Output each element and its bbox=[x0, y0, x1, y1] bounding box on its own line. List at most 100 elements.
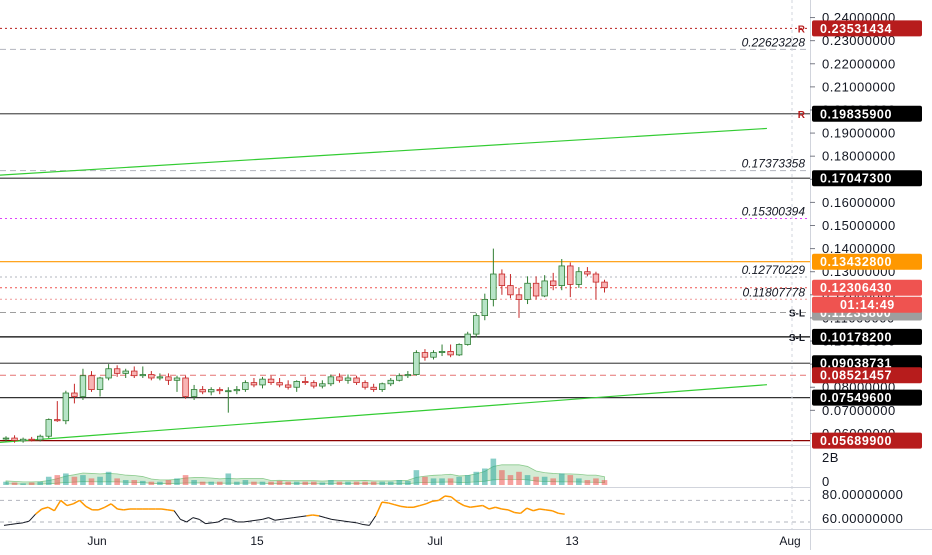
osc-segment bbox=[205, 522, 212, 525]
price-tick-label: 0.16000000 bbox=[822, 195, 896, 210]
price-tick-label: 0.23000000 bbox=[822, 33, 896, 48]
volume-panel: 2B 0 bbox=[3, 450, 839, 489]
candle-body bbox=[113, 368, 121, 374]
date-label: Jun bbox=[87, 534, 106, 548]
osc-segment bbox=[287, 517, 294, 519]
volume-bar bbox=[473, 471, 480, 485]
price-tag-label: 0.19835900 bbox=[820, 107, 892, 121]
price-tag bbox=[812, 253, 922, 270]
countdown-label: 01:14:49 bbox=[840, 298, 895, 312]
osc-segment bbox=[117, 508, 124, 511]
candle-body bbox=[62, 392, 70, 422]
candle-body bbox=[11, 437, 18, 441]
volume-bar bbox=[533, 476, 539, 485]
volume-bar bbox=[225, 473, 232, 485]
osc-segment bbox=[22, 520, 30, 524]
volume-bar bbox=[550, 478, 556, 485]
candle-body bbox=[344, 377, 352, 381]
osc-segment bbox=[381, 501, 389, 504]
candle-body bbox=[284, 384, 292, 388]
price-tick-label: 0.21000000 bbox=[822, 79, 896, 94]
candle-body bbox=[302, 381, 309, 384]
volume-bar bbox=[251, 481, 257, 485]
volume-bar bbox=[464, 475, 471, 485]
candle-body bbox=[54, 419, 61, 422]
osc-segment bbox=[368, 515, 377, 526]
osc-segment bbox=[526, 507, 534, 512]
osc-segment bbox=[47, 506, 55, 512]
trendline bbox=[0, 127, 767, 176]
osc-segment bbox=[211, 521, 219, 524]
candle-body bbox=[259, 378, 266, 386]
volume-bar bbox=[379, 481, 385, 485]
date-label: Aug bbox=[779, 534, 800, 548]
volume-bar bbox=[105, 471, 112, 485]
candle-body bbox=[19, 438, 27, 442]
volume-bar bbox=[601, 480, 608, 485]
volume-bar bbox=[165, 480, 172, 485]
osc-segment bbox=[356, 522, 364, 526]
volume-bar bbox=[319, 482, 326, 485]
osc-segment bbox=[186, 517, 194, 523]
volume-bar bbox=[447, 478, 454, 485]
volume-bar bbox=[276, 480, 283, 485]
candle-body bbox=[455, 344, 463, 356]
volume-bar bbox=[490, 458, 497, 485]
osc-segment bbox=[274, 518, 282, 521]
volume-bar bbox=[541, 476, 548, 485]
volume-bar bbox=[71, 476, 78, 485]
candle-body bbox=[45, 419, 52, 437]
osc-segment bbox=[539, 508, 546, 511]
candle-body bbox=[105, 368, 112, 379]
osc-segment bbox=[520, 507, 528, 514]
volume-bar bbox=[3, 481, 9, 485]
volume-bar bbox=[20, 483, 26, 485]
osc-segment bbox=[268, 517, 276, 521]
trendline bbox=[0, 384, 767, 443]
candle-body bbox=[319, 383, 326, 387]
volume-bar bbox=[353, 481, 360, 485]
osc-segment bbox=[66, 503, 74, 507]
osc-segment bbox=[98, 506, 106, 511]
candle-body bbox=[71, 392, 78, 397]
candle-body bbox=[165, 376, 172, 381]
candle-body bbox=[96, 377, 104, 390]
osc-segment bbox=[413, 504, 420, 508]
candle-body bbox=[413, 352, 420, 375]
osc-segment bbox=[28, 513, 36, 522]
volume-bar bbox=[387, 481, 394, 485]
volume-bar bbox=[37, 481, 43, 485]
price-tick-label: 0.07000000 bbox=[822, 403, 896, 418]
osc-segment bbox=[450, 496, 459, 503]
osc-segment bbox=[192, 517, 200, 520]
candle-body bbox=[421, 352, 429, 358]
date-axis[interactable]: Jun 15 Jul 13 Aug bbox=[87, 534, 800, 548]
candle-body bbox=[515, 294, 523, 300]
candle-body bbox=[190, 389, 198, 397]
volume-bar bbox=[328, 480, 334, 485]
osc-segment bbox=[10, 523, 17, 526]
candle-body bbox=[601, 281, 608, 289]
volume-bar bbox=[302, 481, 309, 485]
volume-ma-cloud bbox=[5, 464, 605, 485]
osc-segment bbox=[533, 508, 540, 512]
candle-body bbox=[131, 370, 138, 377]
price-tags-layer: 0.23531434 0.19835900 0.17047300 0.13432800… bbox=[812, 20, 922, 449]
candle-body bbox=[404, 374, 412, 377]
candle-body bbox=[430, 352, 437, 358]
volume-bar bbox=[422, 476, 428, 485]
candle-body bbox=[225, 390, 232, 393]
osc-segment bbox=[388, 502, 395, 506]
candle-body bbox=[310, 382, 317, 387]
volume-axis-label: 2B bbox=[822, 450, 839, 465]
volume-bar bbox=[576, 478, 582, 485]
candle-body bbox=[378, 383, 386, 390]
candle-body bbox=[550, 280, 557, 286]
osc-segment bbox=[199, 518, 206, 525]
candle-body bbox=[438, 351, 446, 353]
volume-bar bbox=[396, 480, 403, 485]
volume-bar bbox=[242, 480, 249, 485]
volume-bar bbox=[157, 481, 163, 485]
